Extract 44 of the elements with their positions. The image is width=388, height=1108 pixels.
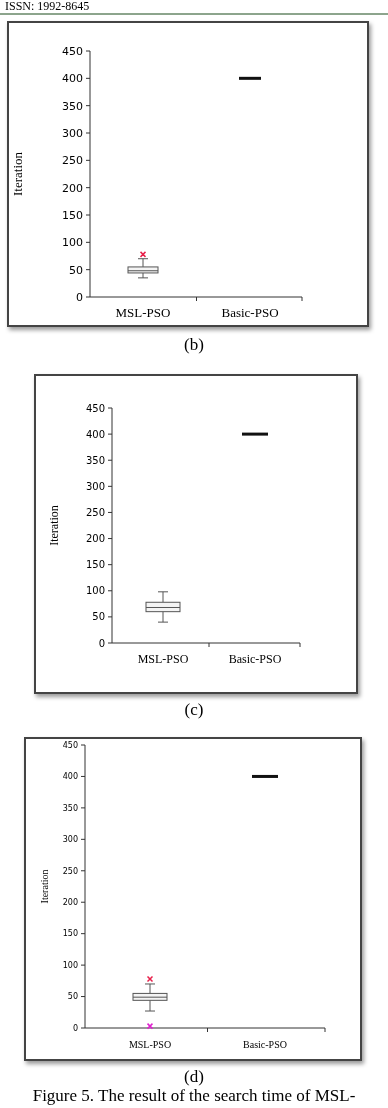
- x-tick-label: MSL-PSO: [128, 1039, 172, 1050]
- y-axis-title: Iteration: [10, 151, 25, 197]
- y-tick-label: 400: [62, 72, 83, 86]
- y-tick-label: 450: [62, 44, 83, 58]
- y-axis-title: Iteration: [47, 505, 61, 546]
- y-tick-label: 150: [62, 208, 83, 222]
- y-tick-label: 50: [92, 611, 105, 623]
- y-tick-label: 250: [85, 506, 105, 518]
- x-tick-label: MSL-PSO: [137, 652, 189, 666]
- y-tick-label: 0: [76, 290, 83, 304]
- y-tick-label: 200: [62, 898, 78, 908]
- y-tick-label: 400: [85, 428, 105, 440]
- y-tick-label: 200: [62, 181, 83, 195]
- y-tick-label: 350: [62, 99, 83, 113]
- caption: Figure 5. The result of the search time of MSL-: [32, 1086, 356, 1105]
- y-tick-label: 350: [62, 803, 78, 813]
- y-tick-label: 100: [62, 236, 83, 250]
- y-tick-label: 150: [85, 559, 105, 571]
- y-tick-label: 400: [62, 772, 78, 782]
- y-tick-label: 300: [62, 835, 78, 845]
- y-tick-label: 250: [62, 866, 78, 876]
- y-tick-label: 0: [98, 637, 105, 649]
- y-tick-label: 100: [62, 960, 78, 970]
- y-tick-label: 450: [62, 740, 78, 750]
- y-tick-label: 200: [85, 533, 105, 545]
- text: (b): [184, 335, 204, 354]
- y-tick-label: 250: [62, 154, 83, 168]
- x-tick-label: Basic-PSO: [221, 305, 279, 320]
- y-tick-label: 50: [69, 263, 83, 277]
- x-tick-label: MSL-PSO: [115, 305, 171, 320]
- text: (d): [184, 1067, 204, 1086]
- x-tick-label: Basic-PSO: [243, 1039, 287, 1050]
- y-tick-label: 450: [85, 402, 105, 414]
- y-tick-label: 350: [85, 454, 105, 466]
- y-tick-label: 0: [72, 1023, 78, 1033]
- text: ISSN: 1992-8645: [5, 0, 90, 13]
- text: (c): [184, 700, 204, 719]
- y-tick-label: 300: [62, 126, 83, 140]
- y-tick-label: 150: [62, 929, 78, 939]
- y-tick-label: 50: [67, 992, 78, 1002]
- y-tick-label: 100: [85, 585, 105, 597]
- y-axis-title: Iteration: [39, 869, 50, 904]
- x-tick-label: Basic-PSO: [228, 652, 282, 666]
- y-tick-label: 300: [85, 480, 105, 492]
